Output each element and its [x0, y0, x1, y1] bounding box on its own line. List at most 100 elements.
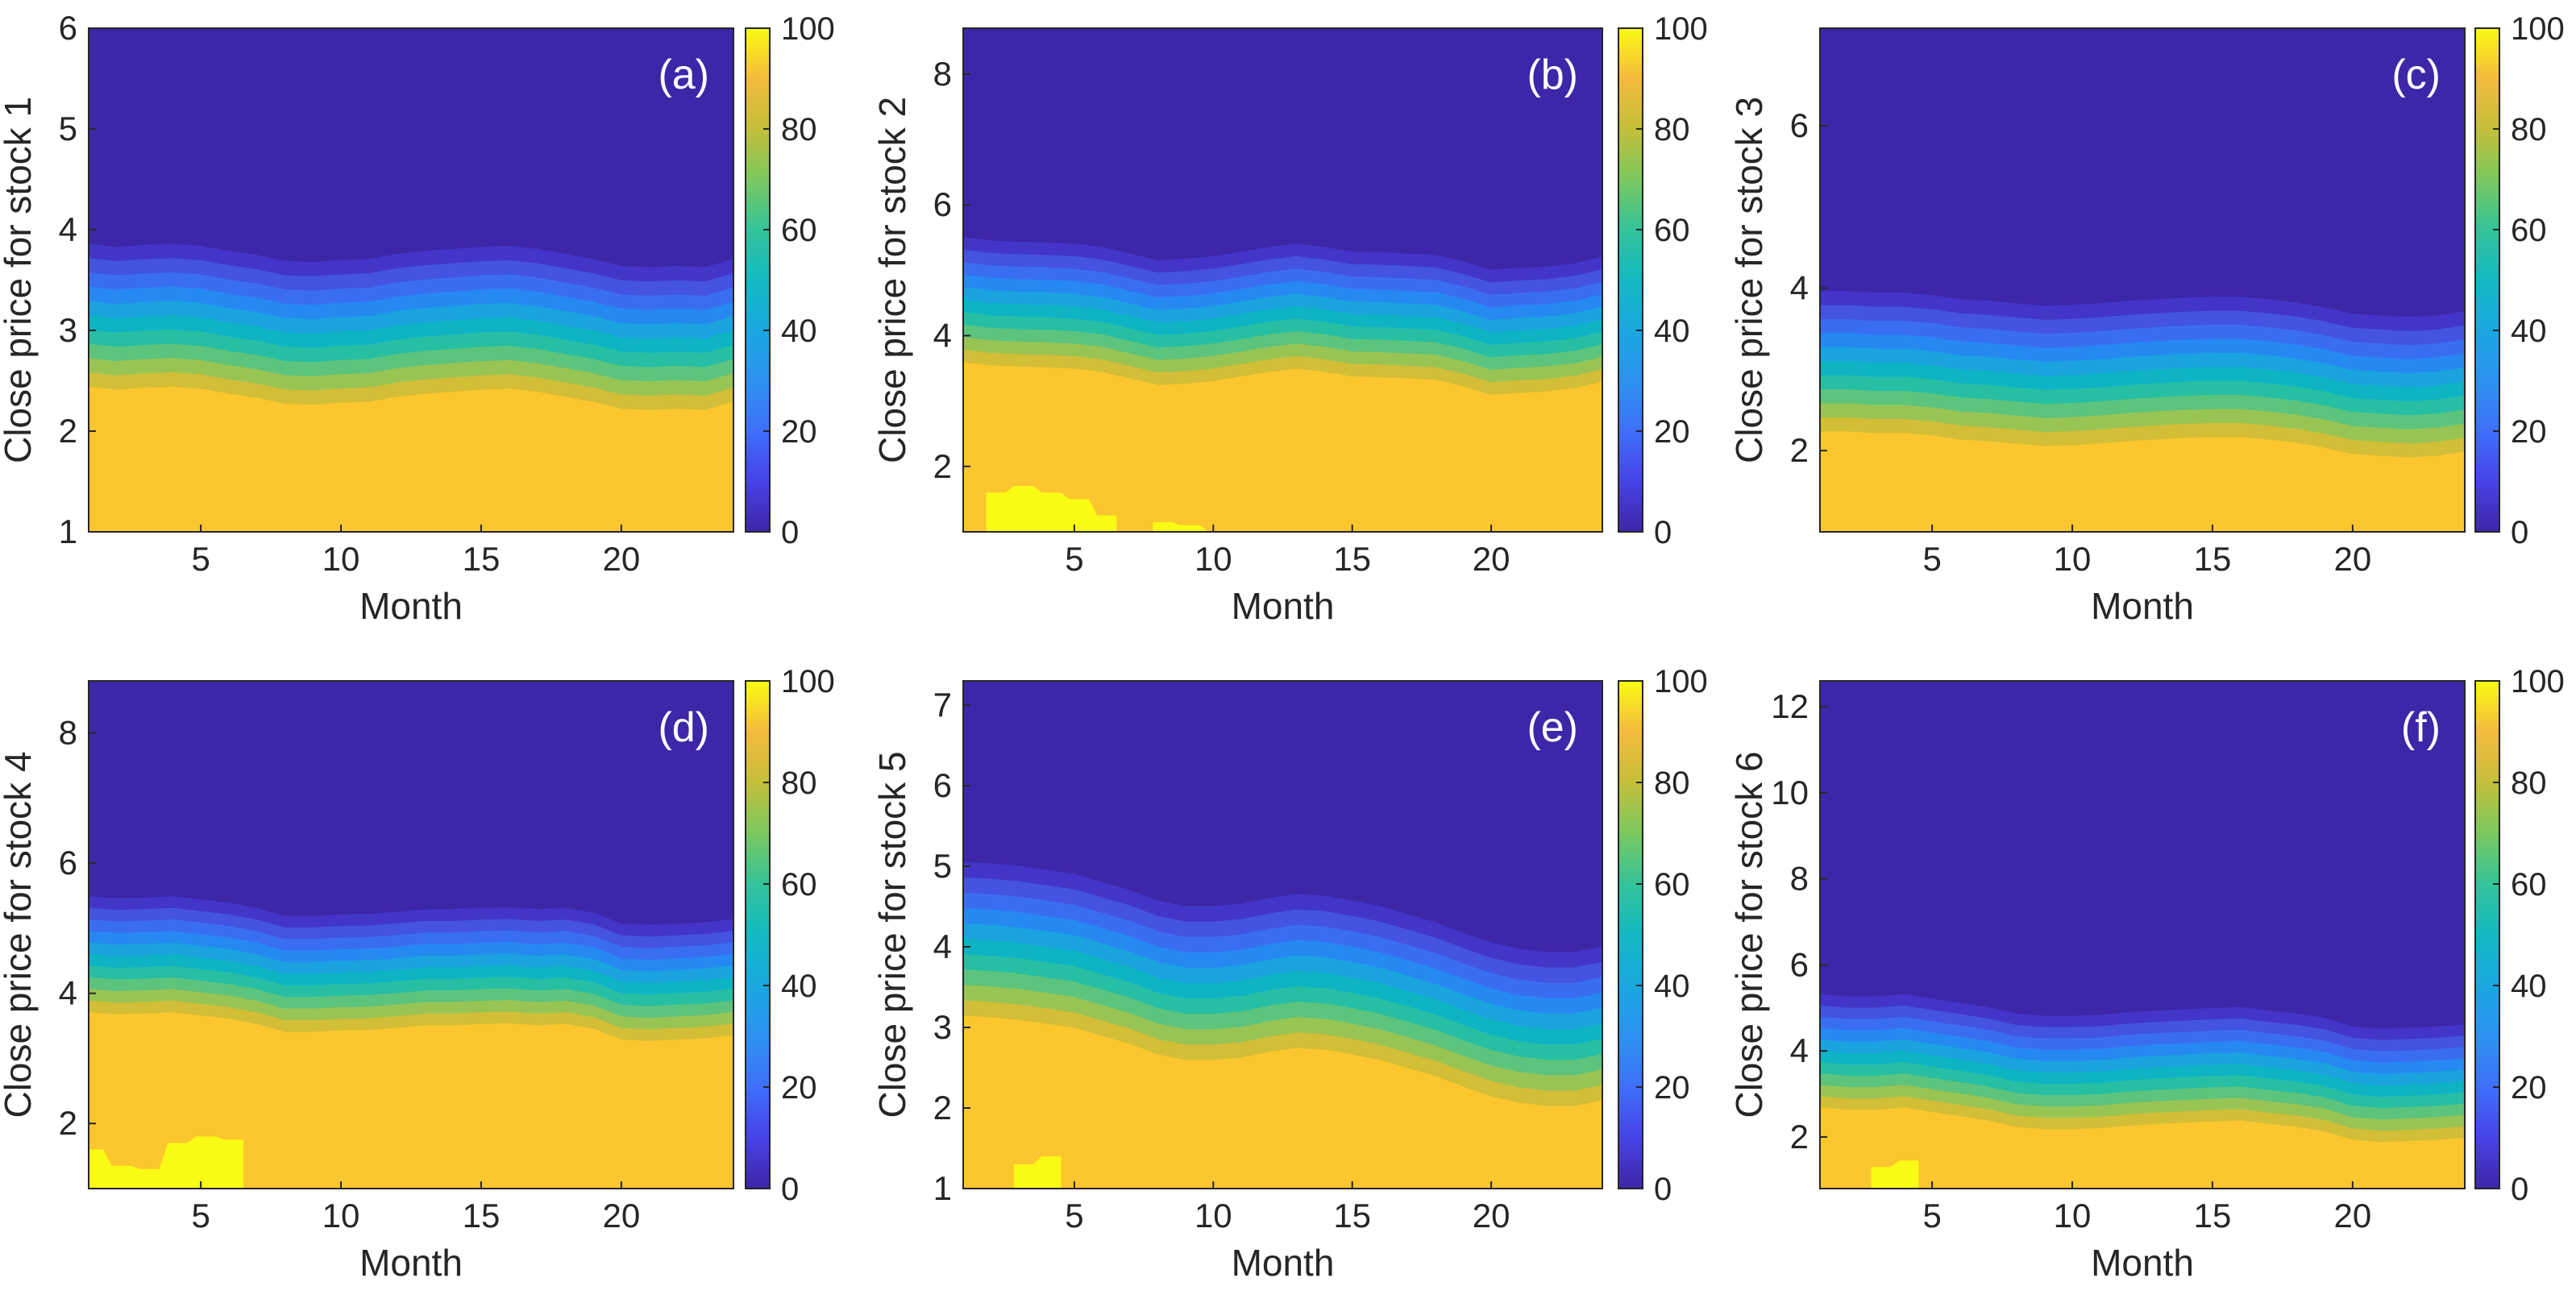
- y-tick-label: 3: [933, 1008, 952, 1046]
- panel-c: 5 10 15 20 2 4 6 Month Close price for stock 3 (c…: [1728, 11, 2565, 627]
- y-tick-label: 3: [59, 311, 77, 349]
- colorbar-tick-label: 20: [1654, 1070, 1690, 1106]
- y-tick-label: 8: [1790, 860, 1809, 898]
- y-tick-label: 2: [59, 412, 77, 450]
- colorbar-tick-label: 0: [2511, 515, 2528, 550]
- colorbar-tick-label: 20: [2511, 1070, 2547, 1106]
- x-tick-label: 15: [2194, 1197, 2232, 1235]
- y-tick-label: 12: [1771, 687, 1809, 725]
- axes-frame: [962, 680, 1603, 1189]
- x-axis-label: Month: [1232, 585, 1335, 627]
- panel-a: 5 10 15 20 1 2 3 4 5 6 Month Close price for stock …: [0, 9, 835, 627]
- contour-plot-d: [89, 681, 733, 1189]
- y-tick-label: 1: [59, 512, 77, 550]
- x-axis-label: Month: [359, 585, 463, 627]
- colorbar-tick-label: 40: [2511, 969, 2547, 1004]
- y-tick-label: 1: [933, 1169, 952, 1207]
- y-axis-label: Close price for stock 6: [1728, 751, 1770, 1118]
- colorbar-f: 0 20 40 60 80 100: [2474, 664, 2565, 1207]
- x-tick-label: 5: [1922, 1197, 1941, 1235]
- x-tick-label: 20: [2334, 1197, 2372, 1235]
- x-tick-label: 20: [603, 540, 641, 578]
- contour-plot-a: [89, 28, 733, 532]
- colorbar-gradient: [2474, 27, 2500, 533]
- colorbar-tick-label: 0: [1654, 515, 1672, 550]
- panel-e: 5 10 15 20 1 2 3 4 5 6 7 Month Close price for stock…: [871, 664, 1708, 1284]
- colorbar-tick-label: 0: [2511, 1172, 2528, 1207]
- y-tick-label: 4: [1790, 1031, 1809, 1069]
- panel-label: (a): [658, 52, 709, 98]
- contour-plot-e: [963, 681, 1602, 1189]
- axes-frame: [88, 680, 734, 1189]
- contour-plot-c: [1820, 28, 2465, 532]
- colorbar-tick-label: 60: [2511, 867, 2547, 903]
- y-tick-label: 2: [1790, 431, 1809, 469]
- x-tick-label: 20: [2334, 540, 2372, 578]
- colorbar-tick-label: 40: [1654, 969, 1690, 1004]
- x-tick-label: 15: [463, 1197, 501, 1235]
- axes-frame: [1819, 680, 2466, 1189]
- colorbar-tick-label: 0: [781, 515, 799, 550]
- colorbar-tick-label: 20: [2511, 414, 2547, 450]
- colorbar-tick-label: 20: [1654, 414, 1690, 450]
- colorbar-d: 0 20 40 60 80 100: [745, 664, 835, 1207]
- contour-band: [1820, 431, 2465, 532]
- contour-plot-f: [1820, 681, 2465, 1189]
- x-tick-label: 5: [191, 540, 210, 578]
- x-tick-label: 15: [2194, 540, 2232, 578]
- contour-plot-b: [963, 28, 1602, 532]
- colorbar-tick-label: 40: [781, 313, 817, 349]
- y-axis-label: Close price for stock 5: [871, 751, 913, 1118]
- x-tick-label: 15: [1333, 540, 1371, 578]
- x-tick-label: 20: [603, 1197, 641, 1235]
- panel-b: 5 10 15 20 2 4 6 8 Month Close price for stock 2 (…: [871, 11, 1708, 627]
- panel-label: (f): [2401, 704, 2441, 751]
- x-axis-label: Month: [2091, 1242, 2194, 1284]
- y-tick-label: 4: [933, 316, 952, 354]
- colorbar-tick-label: 0: [1654, 1172, 1672, 1207]
- x-tick-label: 5: [1922, 540, 1941, 578]
- panel-d: 5 10 15 20 2 4 6 8 Month Close price for stock 4 (…: [0, 664, 835, 1284]
- y-tick-label: 2: [933, 1089, 952, 1127]
- y-tick-label: 4: [59, 210, 77, 248]
- x-tick-label: 20: [1473, 540, 1510, 578]
- colorbar-tick-label: 60: [2511, 213, 2547, 248]
- colorbar-tick-label: 60: [781, 867, 817, 903]
- colorbar-gradient: [745, 27, 771, 533]
- y-axis-label: Close price for stock 3: [1728, 97, 1770, 463]
- y-tick-label: 6: [1790, 106, 1809, 144]
- colorbar-c: 0 20 40 60 80 100: [2474, 11, 2565, 550]
- peak-region: [986, 486, 1117, 532]
- y-tick-label: 10: [1771, 774, 1809, 811]
- x-axis-label: Month: [1232, 1242, 1335, 1284]
- contour-band: [963, 362, 1602, 532]
- colorbar-tick-label: 100: [2511, 664, 2565, 699]
- colorbar-tick-label: 80: [2511, 112, 2547, 147]
- axes-frame: [1819, 27, 2466, 533]
- y-tick-label: 6: [59, 844, 77, 882]
- y-axis-label: Close price for stock 2: [871, 97, 913, 463]
- colorbar-gradient: [1618, 680, 1643, 1189]
- x-tick-label: 10: [1195, 1197, 1232, 1235]
- y-tick-label: 2: [933, 447, 952, 485]
- panel-label: (e): [1527, 704, 1578, 751]
- panel-label: (c): [2391, 52, 2441, 98]
- x-tick-label: 10: [322, 1197, 360, 1235]
- colorbar-gradient: [745, 680, 771, 1189]
- x-tick-label: 15: [1333, 1197, 1371, 1235]
- colorbar-gradient: [2474, 680, 2500, 1189]
- colorbar-tick-label: 20: [781, 414, 817, 450]
- colorbar-e: 0 20 40 60 80 100: [1618, 664, 1708, 1207]
- y-tick-label: 4: [59, 974, 77, 1012]
- x-tick-label: 10: [1195, 540, 1232, 578]
- contour-band: [963, 1015, 1602, 1189]
- colorbar-tick-label: 100: [781, 11, 835, 47]
- colorbar-tick-label: 40: [2511, 313, 2547, 349]
- y-axis-label: Close price for stock 1: [0, 97, 39, 463]
- colorbar-tick-label: 60: [1654, 213, 1690, 248]
- y-tick-label: 6: [1790, 945, 1809, 983]
- x-tick-label: 5: [1065, 540, 1083, 578]
- y-tick-label: 2: [59, 1104, 77, 1142]
- contour-band: [1820, 1107, 2465, 1189]
- x-tick-label: 20: [1473, 1197, 1510, 1235]
